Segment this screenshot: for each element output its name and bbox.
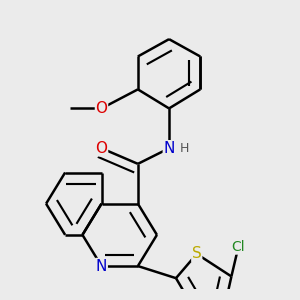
Text: H: H (179, 142, 189, 155)
Text: N: N (164, 141, 175, 156)
Text: N: N (96, 259, 107, 274)
Text: O: O (95, 101, 107, 116)
Text: Cl: Cl (232, 240, 245, 254)
Text: S: S (192, 246, 202, 261)
Text: O: O (95, 141, 107, 156)
